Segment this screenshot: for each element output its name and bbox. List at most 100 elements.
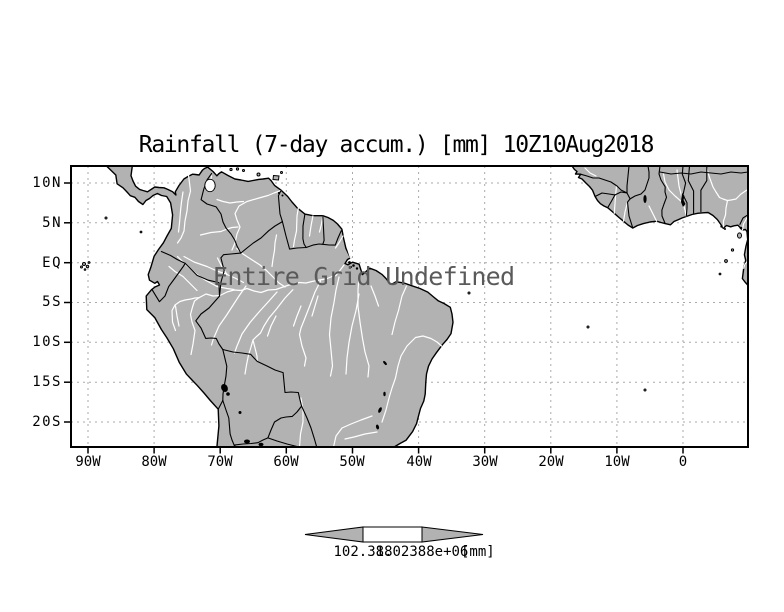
apure-river xyxy=(216,198,245,204)
aruba-island xyxy=(229,167,233,172)
maranon-river xyxy=(171,297,200,332)
lake-poopo xyxy=(238,411,242,414)
y-tick-label-10s: 10S xyxy=(32,334,62,350)
salt-flat-2 xyxy=(258,442,264,447)
bonaire-island xyxy=(242,169,245,172)
xingu-river xyxy=(328,276,340,377)
x-tick-label-50w: 50W xyxy=(339,454,365,470)
mount-cameroon-mark xyxy=(739,226,743,230)
south-america-central-america-landmass xyxy=(105,165,454,448)
y-tick-label-5n: 5N xyxy=(42,215,62,231)
x-tick-label-30w: 30W xyxy=(472,454,498,470)
amazon-mouth-island-4 xyxy=(350,266,352,268)
madeira-river xyxy=(244,289,294,375)
landmasses xyxy=(105,165,749,448)
lake-kossou xyxy=(643,195,647,203)
sao-tome-island xyxy=(724,259,728,263)
araguari-river xyxy=(334,235,344,249)
map-canvas xyxy=(64,165,749,454)
canuma-river xyxy=(311,295,319,317)
x-tick-label-90w: 90W xyxy=(75,454,101,470)
beni-river xyxy=(252,339,258,362)
essequibo-river xyxy=(292,206,300,248)
ascension-island xyxy=(586,325,590,329)
putumayo-river xyxy=(176,255,235,291)
niger-delta-mark-2 xyxy=(724,228,726,230)
principe-island xyxy=(730,248,735,252)
magdalena-river xyxy=(176,174,192,244)
galapagos-island-5 xyxy=(83,268,87,271)
rio-negro xyxy=(236,247,286,288)
x-tick-label-80w: 80W xyxy=(141,454,167,470)
paraguay-river xyxy=(298,397,304,448)
colorbar-tick-label-left: 102.388 xyxy=(333,544,393,560)
tapajos-river xyxy=(298,280,322,367)
malpelo-island xyxy=(139,230,143,234)
reservoir-brazil-4 xyxy=(383,360,387,366)
cocos-island xyxy=(104,216,108,220)
axis-ticks xyxy=(64,182,684,454)
colorbar-tick-label-right: 1.02388e+06 xyxy=(375,544,469,560)
fernando-de-noronha-island xyxy=(467,291,471,295)
bandama-river xyxy=(648,205,658,222)
amazon-mouth-island-2 xyxy=(352,264,355,267)
bioko-island xyxy=(737,232,742,239)
galapagos-island-3 xyxy=(80,265,83,269)
x-tick-label-10w: 10W xyxy=(604,454,630,470)
tocantins-river xyxy=(357,276,370,378)
vaupes-river xyxy=(216,257,228,276)
x-tick-label-70w: 70W xyxy=(207,454,233,470)
galapagos-island-2 xyxy=(85,264,90,269)
purus-river xyxy=(233,291,278,354)
senegal-river xyxy=(584,167,597,177)
lakes-and-features xyxy=(204,178,743,447)
lake-volta xyxy=(681,193,686,207)
undefined-grid-message: Entire Grid Undefined xyxy=(213,262,515,291)
lake-titicaca-south xyxy=(226,392,230,396)
x-tick-label-60w: 60W xyxy=(273,454,299,470)
orinoco-river xyxy=(231,189,282,251)
galapagos-island-1 xyxy=(82,262,86,266)
orinoco-delta-mark-1 xyxy=(277,191,281,195)
y-tick-label-10n: 10N xyxy=(32,175,62,191)
suriname-river xyxy=(318,215,324,233)
parnaiba-river xyxy=(391,285,408,336)
jari-river xyxy=(345,241,352,259)
guaviare-river xyxy=(199,226,239,236)
sanaga-river xyxy=(741,215,749,231)
reservoir-brazil-3 xyxy=(383,391,386,397)
colorbar-middle-segment xyxy=(362,526,423,543)
coastal-river-guinea xyxy=(613,185,618,214)
salt-flat-1 xyxy=(244,439,250,444)
ucayali-river xyxy=(189,297,200,356)
japura-river xyxy=(183,255,245,284)
tobago-island xyxy=(280,171,283,174)
huallaga-river xyxy=(174,305,180,327)
trinidad-island xyxy=(272,174,280,181)
st-helena-island xyxy=(643,388,647,392)
x-tick-label-0: 0 xyxy=(678,454,688,470)
rivers xyxy=(168,167,749,448)
y-tick-label-20s: 20S xyxy=(32,414,62,430)
amazon-mouth-island-1 xyxy=(348,261,351,264)
berbice-river xyxy=(308,215,314,237)
reservoir-furnas xyxy=(375,424,380,430)
orinoco-delta-mark-2 xyxy=(281,194,284,197)
branco-river xyxy=(271,234,278,268)
annobon-island xyxy=(718,272,722,276)
cauca-river xyxy=(177,191,184,233)
niger-delta-mark-1 xyxy=(720,225,723,228)
jutai-river xyxy=(266,315,277,337)
islands xyxy=(80,167,742,392)
aripuana-river xyxy=(292,305,302,327)
curacao-island xyxy=(235,167,240,171)
araguaia-river xyxy=(345,293,360,375)
lake-maracaibo xyxy=(204,178,216,193)
parana-river xyxy=(332,415,373,448)
y-tick-label-15s: 15S xyxy=(32,374,62,390)
margarita-island xyxy=(256,172,261,177)
niger-river xyxy=(706,167,729,228)
amazon-mouth-island-3 xyxy=(355,267,359,270)
galapagos-island-4 xyxy=(87,261,91,264)
